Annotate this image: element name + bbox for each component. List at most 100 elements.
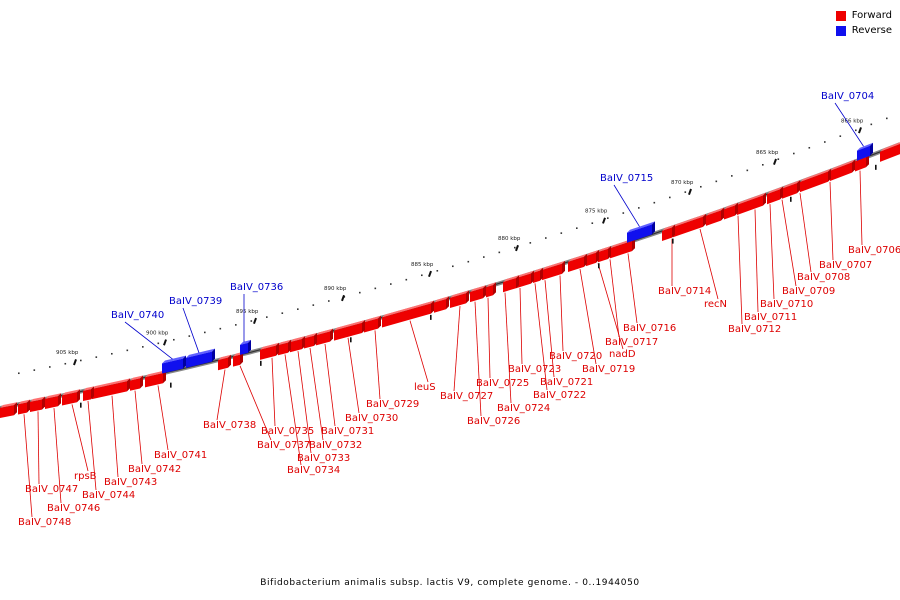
gene-BaIV_0738[interactable]	[218, 354, 231, 371]
gene-BaIV_0741[interactable]	[145, 370, 166, 388]
gene-rpsB[interactable]	[62, 389, 80, 406]
gene-label[interactable]: BaIV_0714	[658, 286, 711, 297]
gene-label[interactable]: BaIV_0741	[154, 450, 207, 461]
gene-label[interactable]: BaIV_0727	[440, 391, 493, 402]
gene-label[interactable]: BaIV_0735	[261, 426, 314, 437]
gene-label[interactable]: BaIV_0719	[582, 364, 635, 375]
gene-BaIV_0743[interactable]	[92, 378, 130, 400]
gene-label[interactable]: BaIV_0730	[345, 413, 398, 424]
gene-BaIV_0715[interactable]	[627, 221, 655, 243]
gene-BaIV_0744[interactable]	[83, 386, 94, 402]
gene-label[interactable]: BaIV_0731	[321, 426, 374, 437]
gene-label[interactable]: BaIV_0738	[203, 420, 256, 431]
gene-BaIV_0706[interactable]	[880, 141, 900, 162]
gene-nadD[interactable]	[586, 249, 599, 267]
gene-x[interactable]	[0, 402, 17, 418]
gene-BaIV_0709[interactable]	[800, 168, 831, 193]
gene-BaIV_0747[interactable]	[30, 396, 45, 413]
gene-label[interactable]: BaIV_0717	[605, 337, 658, 348]
gene-BaIV_0719[interactable]	[568, 253, 587, 272]
gene-label[interactable]: BaIV_0734	[287, 465, 340, 476]
gene-recN[interactable]	[724, 202, 738, 220]
gene-label[interactable]: BaIV_0744	[82, 490, 135, 501]
gene-BaIV_0710[interactable]	[782, 180, 800, 199]
gene-side	[140, 375, 143, 389]
gene-BaIV_0733[interactable]	[290, 336, 305, 353]
gene-body	[145, 373, 163, 388]
gene-BaIV_0734[interactable]	[278, 339, 291, 356]
gene-BaIV_0712[interactable]	[737, 192, 766, 215]
gene-BaIV_0729[interactable]	[364, 315, 381, 333]
gene-x[interactable]	[706, 207, 724, 226]
gene-BaIV_0722[interactable]	[516, 270, 534, 289]
gene-label[interactable]: BaIV_0733	[297, 453, 350, 464]
gene-label[interactable]: BaIV_0708	[797, 272, 850, 283]
gene-label[interactable]: BaIV_0720	[549, 351, 602, 362]
gene-BaIV_0739[interactable]	[186, 348, 215, 368]
gene-label[interactable]: BaIV_0706	[848, 245, 900, 256]
gene-BaIV_0725[interactable]	[470, 285, 486, 303]
gene-top	[486, 282, 496, 288]
gene-label[interactable]: BaIV_0739	[169, 296, 222, 307]
gene-BaIV_0724[interactable]	[486, 282, 496, 298]
gene-label[interactable]: BaIV_0725	[476, 378, 529, 389]
gene-BaIV_0746[interactable]	[45, 393, 61, 409]
gene-label[interactable]: BaIV_0704	[821, 91, 874, 102]
gene-label[interactable]: BaIV_0710	[760, 299, 813, 310]
gene-label[interactable]: BaIV_0742	[128, 464, 181, 475]
gene-label[interactable]: leuS	[414, 382, 436, 393]
legend-forward: Forward	[835, 8, 892, 23]
gene-BaIV_0735[interactable]	[260, 342, 279, 360]
gene-BaIV_0730[interactable]	[334, 320, 365, 341]
gene-BaIV_0742[interactable]	[130, 375, 143, 391]
gene-label[interactable]: BaIV_0707	[819, 260, 872, 271]
gene-BaIV_0720[interactable]	[542, 260, 565, 281]
gene-label[interactable]: BaIV_0715	[600, 173, 653, 184]
gene-label[interactable]: BaIV_0723	[508, 364, 561, 375]
gene-label[interactable]: rpsB	[74, 471, 97, 482]
ruler-dot	[669, 196, 671, 199]
gene-label[interactable]: BaIV_0721	[540, 377, 593, 388]
gene-BaIV_0736[interactable]	[240, 339, 251, 355]
gene-BaIV_0708[interactable]	[830, 159, 855, 181]
gene-BaIV_0726[interactable]	[450, 290, 469, 309]
gene-label[interactable]: BaIV_0732	[309, 440, 362, 451]
gene-top	[278, 339, 291, 346]
gene-label[interactable]: BaIV_0726	[467, 416, 520, 427]
gene-BaIV_0717[interactable]	[598, 246, 611, 263]
gene-BaIV_0711[interactable]	[767, 186, 783, 205]
gene-BaIV_0732[interactable]	[304, 332, 317, 349]
gene-BaIV_0740[interactable]	[162, 355, 186, 374]
gene-BaIV_0737[interactable]	[233, 351, 243, 367]
gene-label[interactable]: BaIV_0736	[230, 282, 283, 293]
gene-label[interactable]: BaIV_0746	[47, 503, 100, 514]
gene-BaIV_0721[interactable]	[533, 267, 543, 283]
gene-BaIV_0723[interactable]	[503, 275, 519, 293]
gene-label[interactable]: BaIV_0737	[257, 440, 310, 451]
gene-BaIV_0704[interactable]	[857, 142, 873, 161]
leader-line	[284, 354, 302, 466]
gene-label[interactable]: BaIV_0722	[533, 390, 586, 401]
gene-label[interactable]: BaIV_0729	[366, 399, 419, 410]
gene-label[interactable]: BaIV_0712	[728, 324, 781, 335]
gene-body	[586, 252, 596, 267]
gene-top	[434, 296, 449, 303]
gene-label[interactable]: BaIV_0743	[104, 477, 157, 488]
gene-label[interactable]: BaIV_0711	[744, 312, 797, 323]
gene-body	[18, 402, 27, 415]
gene-x[interactable]	[662, 224, 675, 242]
gene-label[interactable]: BaIV_0724	[497, 403, 550, 414]
gene-top	[45, 393, 61, 399]
gene-label[interactable]: BaIV_0716	[623, 323, 676, 334]
gene-BaIV_0727[interactable]	[434, 296, 449, 313]
gene-label[interactable]: nadD	[609, 349, 636, 360]
gene-BaIV_0748[interactable]	[18, 399, 30, 415]
gene-label[interactable]: BaIV_0709	[782, 286, 835, 297]
gene-label[interactable]: BaIV_0740	[111, 310, 164, 321]
gene-label[interactable]: recN	[704, 299, 727, 310]
gene-BaIV_0731[interactable]	[316, 328, 333, 346]
gene-BaIV_0714[interactable]	[673, 213, 706, 238]
gene-label[interactable]: BaIV_0748	[18, 517, 71, 528]
gene-leuS[interactable]	[382, 300, 434, 328]
gene-label[interactable]: BaIV_0747	[25, 484, 78, 495]
